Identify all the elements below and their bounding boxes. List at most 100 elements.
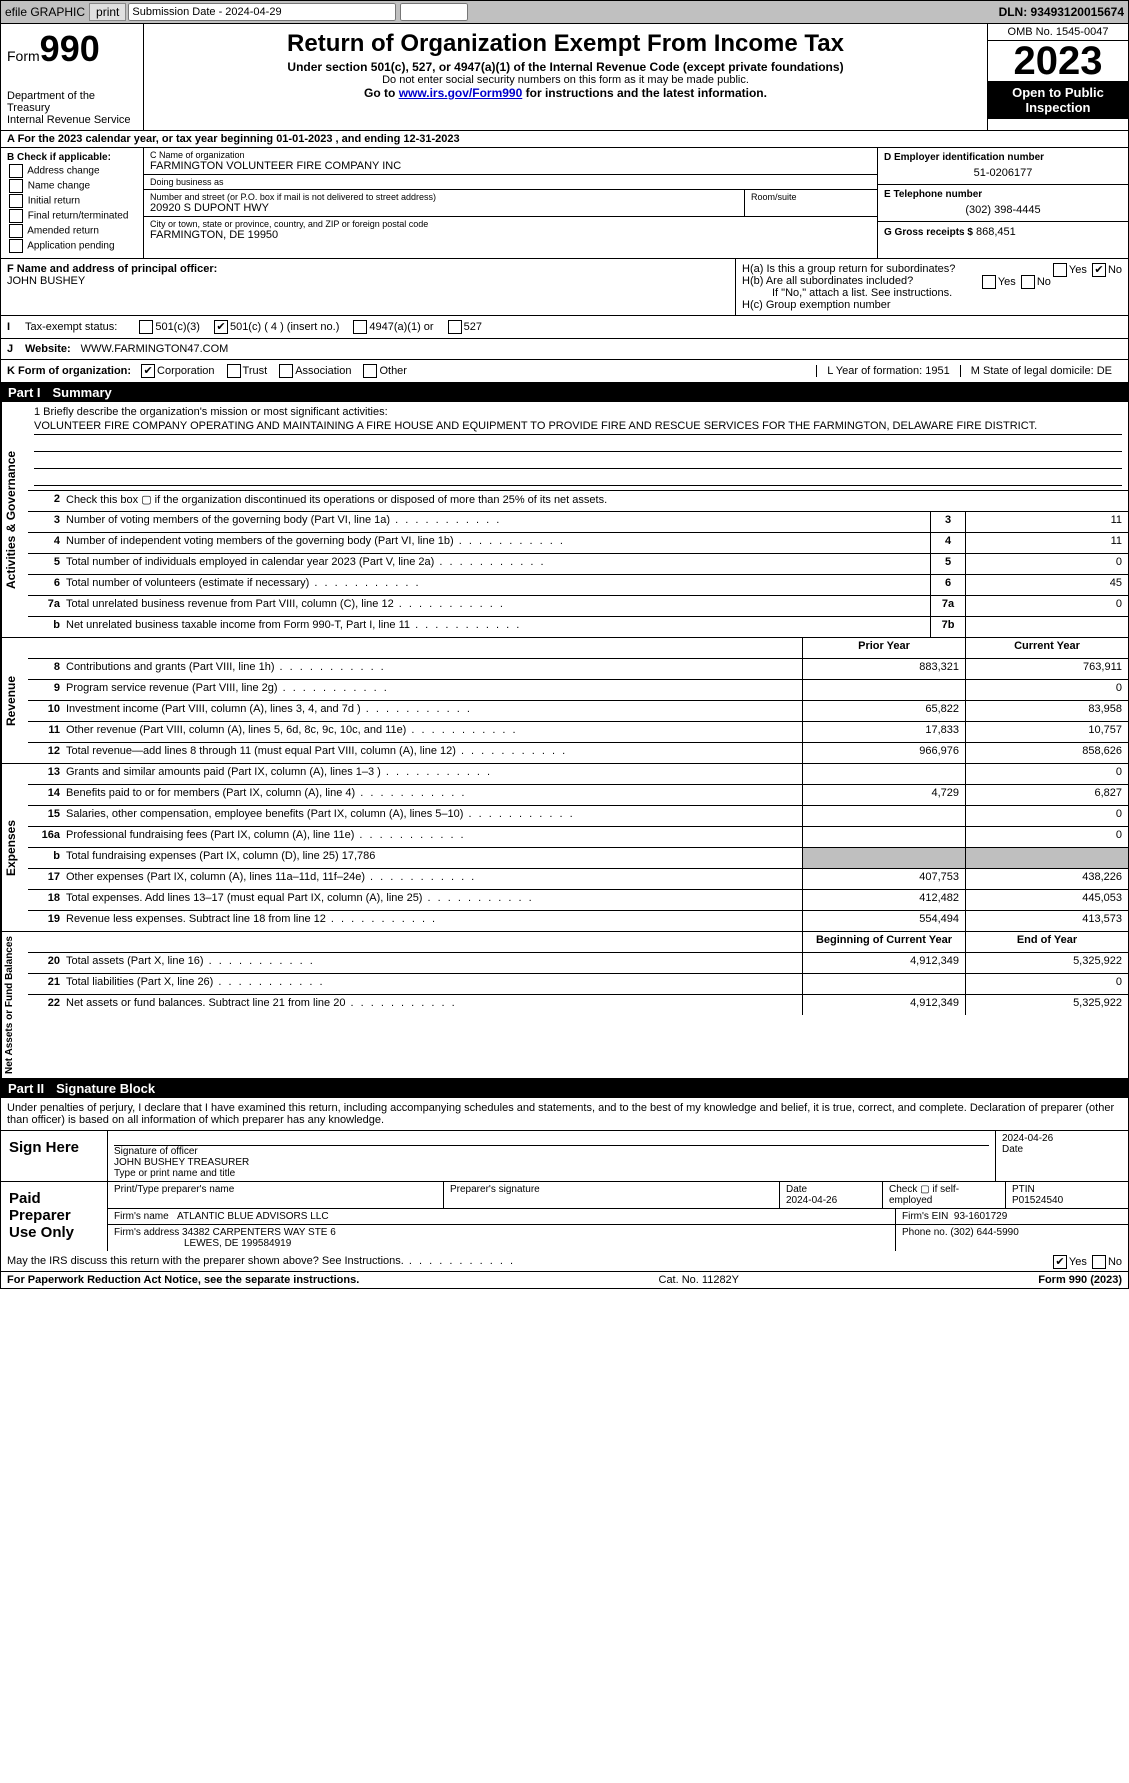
net-header-row: Beginning of Current Year End of Year: [28, 932, 1128, 953]
self-emp-cell: Check ▢ if self-employed: [883, 1182, 1006, 1208]
state-domicile: M State of legal domicile: DE: [960, 365, 1122, 377]
officer-signature: JOHN BUSHEY TREASURER: [114, 1157, 249, 1168]
ein-cell: D Employer identification number 51-0206…: [878, 148, 1128, 185]
exp-line-19: 19Revenue less expenses. Subtract line 1…: [28, 911, 1128, 931]
discuss-yes-cb[interactable]: [1053, 1255, 1067, 1269]
tax-year: 2023: [988, 41, 1128, 81]
irs-label: Internal Revenue Service: [7, 114, 137, 126]
cb-501c[interactable]: [214, 320, 228, 334]
page-footer: For Paperwork Reduction Act Notice, see …: [0, 1272, 1129, 1289]
discuss-no-cb[interactable]: [1092, 1255, 1106, 1269]
form-number: 990: [40, 28, 100, 69]
gross-value: 868,451: [976, 226, 1016, 238]
dba-label: Doing business as: [150, 177, 871, 187]
header-title-block: Return of Organization Exempt From Incom…: [144, 24, 987, 130]
ha-label: H(a) Is this a group return for subordin…: [742, 263, 955, 275]
officer-group-block: F Name and address of principal officer:…: [0, 259, 1129, 316]
form-org-label: K Form of organization:: [7, 365, 131, 377]
form-id: Form990: [7, 28, 137, 70]
form-subtitle: Under section 501(c), 527, or 4947(a)(1)…: [150, 60, 981, 74]
phone-value: (302) 398-4445: [884, 204, 1122, 216]
firm-phone-cell: Phone no. (302) 644-5990: [896, 1225, 1128, 1251]
part2-num: Part II: [8, 1081, 44, 1096]
vtab-governance: Activities & Governance: [1, 402, 28, 637]
hb-no-cb[interactable]: [1021, 275, 1035, 289]
gov-line-4: 4Number of independent voting members of…: [28, 533, 1128, 554]
mission-block: 1 Briefly describe the organization's mi…: [28, 402, 1128, 491]
cb-4947[interactable]: [353, 320, 367, 334]
hb-note: If "No," attach a list. See instructions…: [742, 287, 1122, 299]
ha-no-cb[interactable]: [1092, 263, 1106, 277]
gov-line-5: 5Total number of individuals employed in…: [28, 554, 1128, 575]
vtab-expenses: Expenses: [1, 764, 28, 931]
cb-app-pending[interactable]: Application pending: [7, 239, 137, 253]
cb-527[interactable]: [448, 320, 462, 334]
footer-right: Form 990 (2023): [1038, 1274, 1122, 1286]
vtab-net: Net Assets or Fund Balances: [1, 932, 28, 1078]
cb-address-change[interactable]: Address change: [7, 164, 137, 178]
row-i-tax-status: I Tax-exempt status: 501(c)(3) 501(c) ( …: [0, 316, 1129, 339]
city-label: City or town, state or province, country…: [150, 219, 871, 229]
exp-line-17: 17Other expenses (Part IX, column (A), l…: [28, 869, 1128, 890]
column-b-checkboxes: B Check if applicable: Address change Na…: [1, 148, 144, 258]
cb-501c3[interactable]: [139, 320, 153, 334]
goto-line: Go to www.irs.gov/Form990 for instructio…: [150, 86, 981, 100]
gross-cell: G Gross receipts $ 868,451: [878, 222, 1128, 258]
prep-name-cell: Print/Type preparer's name: [108, 1182, 444, 1208]
submission-date-field[interactable]: [128, 3, 396, 21]
org-name-cell: C Name of organization FARMINGTON VOLUNT…: [144, 148, 877, 175]
hc-label: H(c) Group exemption number: [742, 299, 1122, 311]
street-row: Number and street (or P.O. box if mail i…: [144, 190, 877, 217]
firm-addr-cell: Firm's address 34382 CARPENTERS WAY STE …: [108, 1225, 896, 1251]
street-value: 20920 S DUPONT HWY: [150, 202, 738, 214]
gov-line-6: 6Total number of volunteers (estimate if…: [28, 575, 1128, 596]
cb-name-change[interactable]: Name change: [7, 179, 137, 193]
sig-date: 2024-04-26: [1002, 1133, 1122, 1144]
cb-trust[interactable]: [227, 364, 241, 378]
cb-final-return[interactable]: Final return/terminated: [7, 209, 137, 223]
ha-row: H(a) Is this a group return for subordin…: [742, 263, 1122, 275]
footer-left: For Paperwork Reduction Act Notice, see …: [7, 1274, 359, 1286]
gross-label: G Gross receipts $: [884, 227, 973, 238]
print-button[interactable]: print: [89, 3, 126, 21]
discuss-label: May the IRS discuss this return with the…: [7, 1255, 515, 1267]
header-left: Form990 Department of the Treasury Inter…: [1, 24, 144, 130]
rev-line-12: 12Total revenue—add lines 8 through 11 (…: [28, 743, 1128, 763]
expenses-section: Expenses 13Grants and similar amounts pa…: [0, 764, 1129, 932]
cb-amended[interactable]: Amended return: [7, 224, 137, 238]
exp-line-16a: 16aProfessional fundraising fees (Part I…: [28, 827, 1128, 848]
b-header: B Check if applicable:: [7, 152, 137, 163]
row-a-period: A For the 2023 calendar year, or tax yea…: [0, 131, 1129, 148]
year-formation: L Year of formation: 1951: [816, 365, 960, 377]
gov-rows: 1 Briefly describe the organization's mi…: [28, 402, 1128, 637]
current-year-head: Current Year: [965, 638, 1128, 658]
goto-pre: Go to: [364, 86, 399, 100]
goto-post: for instructions and the latest informat…: [522, 86, 767, 100]
ha-yes-cb[interactable]: [1053, 263, 1067, 277]
website-label: Website:: [25, 343, 71, 355]
cb-initial-return[interactable]: Initial return: [7, 194, 137, 208]
top-toolbar: efile GRAPHIC print DLN: 93493120015674: [0, 0, 1129, 24]
hb-yes-cb[interactable]: [982, 275, 996, 289]
firm-name-cell: Firm's name ATLANTIC BLUE ADVISORS LLC: [108, 1209, 896, 1224]
prep-date-cell: Date2024-04-26: [780, 1182, 883, 1208]
gov-line-7a: 7aTotal unrelated business revenue from …: [28, 596, 1128, 617]
rev-line-10: 10Investment income (Part VIII, column (…: [28, 701, 1128, 722]
vtab-revenue: Revenue: [1, 638, 28, 763]
rev-line-8: 8Contributions and grants (Part VIII, li…: [28, 659, 1128, 680]
mission-blank-3: [34, 471, 1122, 486]
website-value: WWW.FARMINGTON47.COM: [81, 343, 229, 355]
paid-preparer-table: Paid Preparer Use Only Print/Type prepar…: [1, 1181, 1128, 1251]
blank-field[interactable]: [400, 3, 468, 21]
part1-title: Summary: [53, 385, 112, 400]
cb-corp[interactable]: [141, 364, 155, 378]
cb-assoc[interactable]: [279, 364, 293, 378]
revenue-section: Revenue Prior Year Current Year 8Contrib…: [0, 638, 1129, 764]
net-line-20: 20Total assets (Part X, line 16)4,912,34…: [28, 953, 1128, 974]
irs-link[interactable]: www.irs.gov/Form990: [399, 86, 523, 100]
gov-line-2: 2Check this box ▢ if the organization di…: [28, 491, 1128, 512]
cb-other[interactable]: [363, 364, 377, 378]
exp-line-14: 14Benefits paid to or for members (Part …: [28, 785, 1128, 806]
part1-header: Part I Summary: [0, 383, 1129, 402]
net-rows: Beginning of Current Year End of Year 20…: [28, 932, 1128, 1078]
